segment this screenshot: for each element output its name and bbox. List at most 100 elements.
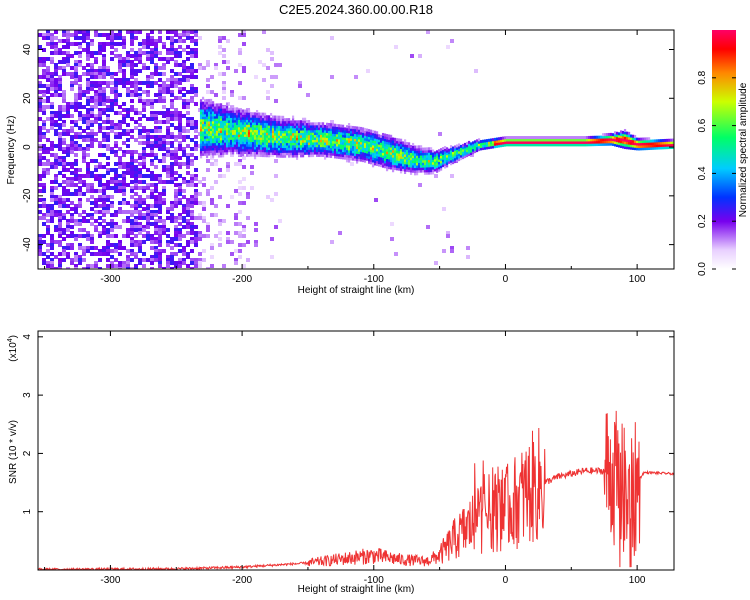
heat-cell [449, 157, 453, 161]
heat-cell [331, 150, 335, 154]
heat-cell [118, 162, 122, 166]
heat-cell [609, 142, 613, 146]
heat-cell [281, 140, 285, 144]
heat-cell [227, 127, 231, 131]
heat-cell [166, 30, 170, 34]
heat-cell [162, 267, 166, 269]
heat-cell [445, 147, 449, 151]
heat-cell [539, 143, 543, 147]
heat-cell [146, 36, 150, 40]
heat-cell [50, 60, 54, 64]
heat-cell [341, 139, 345, 143]
heat-cell [142, 141, 146, 145]
heat-cell [154, 156, 158, 160]
heat-cell [401, 163, 405, 167]
heat-cell [78, 255, 82, 259]
heat-cell [222, 36, 226, 40]
heat-cell [114, 111, 118, 115]
heat-cell [439, 157, 443, 161]
heat-cell [241, 124, 245, 128]
heat-cell [435, 167, 439, 171]
heat-cell [215, 132, 219, 136]
heat-cell [58, 195, 62, 199]
heat-cell [219, 120, 223, 124]
heat-cell [239, 151, 243, 155]
heat-cell [178, 264, 182, 268]
heat-cell [219, 127, 223, 131]
heat-cell [86, 63, 90, 67]
heat-cell [58, 234, 62, 238]
heat-cell [174, 39, 178, 43]
heat-cell [605, 135, 609, 139]
heat-cell [533, 143, 537, 147]
heat-cell [186, 171, 190, 175]
heat-cell [245, 136, 249, 140]
heat-cell [387, 139, 391, 143]
heat-cell [329, 145, 333, 149]
heat-cell [254, 243, 258, 247]
heat-cell [98, 180, 102, 184]
heat-cell [134, 180, 138, 184]
heat-cell [66, 129, 70, 133]
heat-cell [665, 138, 669, 142]
heat-cell [285, 135, 289, 139]
heat-cell [205, 147, 209, 151]
heat-cell [591, 140, 595, 144]
heat-cell [70, 135, 74, 139]
heat-cell [154, 69, 158, 73]
heat-cell [277, 120, 281, 124]
heat-cell [110, 255, 114, 259]
heat-cell [531, 136, 535, 140]
heat-cell [225, 127, 229, 131]
heat-cell [170, 102, 174, 106]
heat-cell [146, 234, 150, 238]
heat-cell [190, 183, 194, 187]
heat-cell [275, 137, 279, 141]
heat-cell [503, 138, 507, 142]
heat-cell [369, 146, 373, 150]
heat-cell [617, 134, 621, 138]
heat-cell [211, 115, 215, 119]
heat-cell [182, 252, 186, 256]
heat-cell [281, 154, 285, 158]
heat-cell [635, 140, 639, 144]
heat-cell [62, 57, 66, 61]
heat-cell [242, 156, 246, 160]
heat-cell [118, 225, 122, 229]
heat-cell [391, 164, 395, 168]
heat-cell [397, 155, 401, 159]
heat-cell [247, 138, 251, 142]
heat-cell [389, 156, 393, 160]
heat-cell [231, 112, 235, 116]
heat-cell [98, 222, 102, 226]
heat-cell [199, 140, 203, 144]
heat-cell [629, 141, 633, 145]
heat-cell [70, 126, 74, 130]
heat-cell [46, 162, 50, 166]
heat-cell [182, 195, 186, 199]
heat-cell [353, 153, 357, 157]
heat-cell [249, 129, 253, 133]
heat-cell [130, 90, 134, 94]
heat-cell [201, 152, 205, 156]
heat-cell [205, 138, 209, 142]
heat-cell [269, 132, 273, 136]
heat-cell [46, 99, 50, 103]
heat-cell [134, 63, 138, 67]
heat-cell [237, 124, 241, 128]
heat-cell [182, 216, 186, 220]
heat-cell [351, 130, 355, 134]
heat-cell [190, 240, 194, 244]
heat-cell [215, 152, 219, 156]
heat-cell [451, 156, 455, 160]
heat-cell [426, 225, 430, 229]
heat-cell [94, 204, 98, 208]
heat-cell [265, 124, 269, 128]
heat-cell [249, 139, 253, 143]
heat-cell [277, 154, 281, 158]
heat-cell [126, 210, 130, 214]
heat-cell [271, 120, 275, 124]
heat-cell [369, 144, 373, 148]
heat-cell [102, 45, 106, 49]
heat-cell [98, 66, 102, 70]
